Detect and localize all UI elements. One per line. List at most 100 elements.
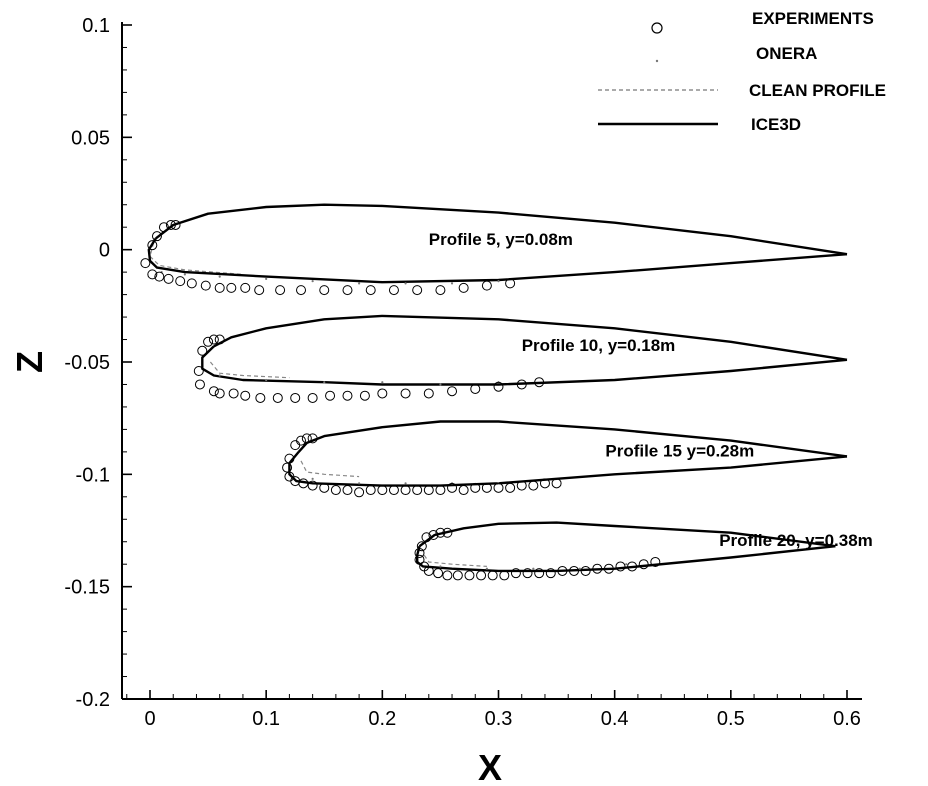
profile-group: Profile 5, y=0.08m [140,203,848,296]
experiment-point [464,570,475,581]
ice3d-upper-line [155,203,848,256]
experiment-point [228,388,239,399]
experiment-point [296,435,307,446]
onera-point [358,482,361,485]
experiment-point [638,559,649,570]
experiment-point [365,485,376,496]
experiment-point [342,390,353,401]
experiment-point [214,388,225,399]
experiment-point [534,568,545,579]
experiment-point [240,282,251,293]
experiment-point [557,565,568,576]
experiment-point [193,365,204,376]
onera-point [404,482,407,485]
experiment-point [447,386,458,397]
clean-profile-line [423,554,487,567]
experiment-point [147,269,158,280]
experiment-point [458,282,469,293]
experiment-point [412,285,423,296]
experiment-point [301,433,312,444]
onera-point [311,280,314,283]
experiment-point [388,285,399,296]
experiment-point [365,285,376,296]
experiment-point [493,482,504,493]
y-tick-label: -0.2 [76,689,110,711]
experiment-point [208,386,219,397]
experiment-point [298,478,309,489]
experiment-point [534,377,545,388]
experiment-point [435,285,446,296]
experiment-point [505,278,516,289]
experiment-point [510,568,521,579]
profile-group: Profile 10, y=0.18m [193,314,848,403]
experiment-point [307,480,318,491]
experiment-point [325,390,336,401]
experiment-point [481,482,492,493]
ice3d-upper-line [297,420,848,458]
y-axis-title: Z [9,351,50,373]
experiment-point [240,390,251,401]
experiment-point [194,379,205,390]
experiment-point [354,487,365,498]
experiment-point [505,482,516,493]
experiment-point [197,345,208,356]
experiment-point [442,527,453,538]
experiment-point [414,547,425,558]
onera-point [625,563,628,566]
experiment-point [163,273,174,284]
onera-point [578,567,581,570]
experiment-point [140,258,151,269]
experiment-point [603,563,614,574]
x-tick-label: 0.4 [601,708,629,730]
onera-point [439,565,442,568]
profile-label: Profile 5, y=0.08m [429,230,573,249]
experiment-point [528,480,539,491]
profile-label: Profile 20, y=0.38m [719,531,873,550]
experiment-point [580,565,591,576]
experiment-point [435,485,446,496]
onera-point [311,477,314,480]
experiment-point [147,240,158,251]
experiment-point [175,276,186,287]
experiment-point [470,383,481,394]
experiment-point [214,282,225,293]
experiment-point [272,392,283,403]
onera-point [323,381,326,384]
ice3d-lower-line [147,237,848,284]
x-tick-label: 0.1 [252,708,280,730]
x-axis-title: X [478,747,502,786]
onera-point [404,282,407,285]
experiment-point [307,392,318,403]
onera-point [218,374,221,377]
onera-point [265,277,268,280]
onera-point [358,282,361,285]
experiment-point [342,285,353,296]
x-tick-label: 0 [144,708,155,730]
experiment-point [388,485,399,496]
onera-point [265,378,268,382]
onera-point [497,280,500,283]
experiment-point [319,285,330,296]
experiment-point [254,285,265,296]
experiment-point [435,527,446,538]
legend-experiments-marker [651,22,663,34]
experiment-point [400,388,411,399]
onera-point [450,282,454,285]
experiment-point [342,485,353,496]
experiment-point [423,565,434,576]
experiment-point [470,482,481,493]
experiment-point [458,485,469,496]
profiles: Profile 5, y=0.08m Profile 10, y=0.18m Pro… [140,203,873,581]
experiment-point [499,570,510,581]
onera-point [439,383,442,386]
experiment-point [359,390,370,401]
experiment-point [428,529,439,540]
legend-clean-profile-label: CLEAN PROFILE [749,81,886,100]
profile-group: Profile 15 y=0.28m [282,420,848,498]
experiment-point [319,482,330,493]
y-tick-label: -0.15 [64,577,110,599]
experiment-point [627,561,638,572]
clean-profile-line [300,460,360,478]
experiment-point [290,440,301,451]
legend-ice3d-label: ICE3D [751,115,801,134]
